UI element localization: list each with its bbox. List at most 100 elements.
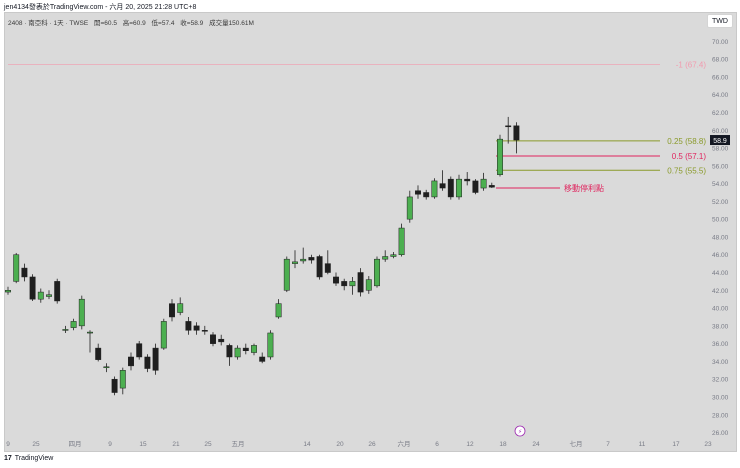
candle-body [210,334,216,344]
legend-volume: 成交量150.61M [209,20,254,27]
candle-body [128,356,134,367]
annotations-layer: 移動停利點 ⚡ [496,183,604,437]
candle-body [472,180,479,193]
candle-body [431,180,438,198]
candle-body [160,321,167,349]
time-tick-label: 17 [672,441,680,448]
candles-layer [5,116,520,396]
price-tick-label: 44.00 [712,270,729,277]
time-tick-label: 9 [6,441,10,448]
price-tick-label: 42.00 [712,288,729,295]
candle-body [513,125,520,141]
legend-symbol[interactable]: 2408 · 南亞科 · 1天 · TWSE [8,20,89,27]
price-tick-label: 70.00 [712,39,729,46]
legend-close: 收=58.9 [180,20,204,27]
candle-body [152,347,159,371]
candle-body [177,303,184,313]
time-tick-label: 15 [139,441,147,448]
publish-caption: jen4134發表於TradingView.com - 六月 20, 2025 … [4,4,197,11]
candle-body [21,267,28,278]
time-tick-label: 20 [336,441,344,448]
candle-body [46,294,52,297]
price-tick-label: 68.00 [712,57,729,64]
tradingview-logo[interactable]: 17 TradingView [4,455,53,462]
candle-body [456,178,462,198]
time-tick-label: 25 [204,441,212,448]
time-tick-label: 24 [532,441,540,448]
candle-body [505,125,512,128]
candle-body [136,343,143,358]
candle-body [201,330,208,332]
price-tick-label: 46.00 [712,252,729,259]
legend-high: 高=60.9 [122,20,146,27]
candle-body [29,276,36,300]
time-tick-label: 七月 [570,439,583,448]
price-tick-label: 40.00 [712,306,729,313]
candle-body [398,227,405,255]
time-tick-label: 14 [303,441,311,448]
candle-body [497,138,503,175]
candle-body [111,378,118,393]
time-tick-label: 四月 [69,440,82,448]
candle-body [333,276,339,284]
candle-body [226,345,233,358]
candle-body [390,254,397,257]
event-marker-icon [514,425,526,437]
time-tick-label: 五月 [232,440,245,448]
legend-open: 開=60.5 [94,20,117,27]
time-tick-label: 9 [108,441,112,448]
candle-body [480,178,487,189]
symbol-legend: 2408 · 南亞科 · 1天 · TWSE 開=60.5 高=60.9 低=5… [8,17,254,27]
candle-body [103,366,110,369]
price-tick-label: 38.00 [712,323,729,330]
last-price-label: 58.9 [713,138,727,145]
candle-body [275,303,282,318]
candle-body [54,281,61,302]
candle-body [349,281,356,287]
price-tick-label: 48.00 [712,234,729,241]
price-tick-label: 62.00 [712,110,729,117]
price-tick-label: 52.00 [712,199,729,206]
time-tick-label: 18 [499,441,507,448]
fib-level-label: -1 (67.4) [676,60,707,69]
candle-body [259,356,266,362]
time-axis: 9 25 四月 9 15 21 25 五月 14 20 26 六月 6 12 18 24 七月 7 11 17 23 [6,439,712,448]
candle-body [374,258,380,287]
fib-levels-layer: -1 (67.4) 0.25 (58.8) 0.5 (57.1) 0.75 (55.5… [8,60,706,175]
candle-body [267,332,274,358]
time-tick-label: 23 [704,441,712,448]
price-tick-label: 66.00 [712,74,729,81]
candle-body [95,347,102,360]
candle-body [341,281,348,287]
candle-body [292,261,298,264]
candle-body [5,290,11,293]
candle-body [242,347,249,352]
fib-level-label: 0.75 (55.5) [667,166,706,175]
time-tick-label: 26 [368,441,376,448]
candle-body [308,257,315,261]
price-tick-label: 34.00 [712,359,729,366]
candle-body [70,321,77,328]
chart-pane[interactable] [4,12,737,452]
candle-body [169,303,175,318]
candle-body [144,356,151,369]
fib-level-label: 0.5 (57.1) [672,152,707,161]
event-marker-glyph: ⚡ [518,429,522,436]
candle-body [218,338,225,343]
candle-body [316,256,323,278]
candle-body [62,329,69,331]
candle-body [13,254,20,282]
candle-body [488,185,495,188]
tradingview-mark-icon: 17 [4,455,12,462]
candle-body [193,325,200,331]
candle-body [251,345,257,353]
candle-body [78,298,85,327]
time-tick-label: 25 [32,441,40,448]
last-price-badge [710,135,730,146]
time-tick-label: 11 [639,441,646,448]
time-tick-label: 7 [606,441,610,448]
currency-button[interactable]: TWD [707,14,733,28]
candle-body [447,178,454,198]
